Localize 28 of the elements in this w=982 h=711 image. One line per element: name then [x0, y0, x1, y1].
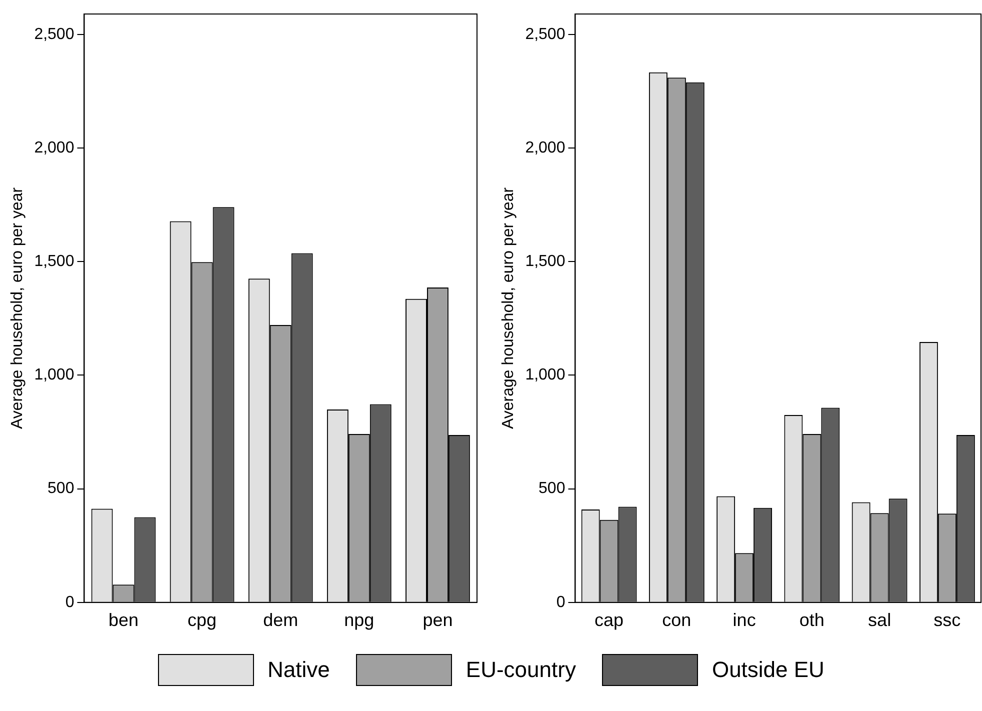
- x-tick-label: inc: [732, 610, 756, 630]
- y-tick-label: 2,500: [525, 26, 566, 43]
- x-tick-label: ben: [108, 610, 139, 630]
- legend-label: Outside EU: [712, 657, 824, 683]
- x-tick-label: oth: [799, 610, 824, 630]
- y-tick-label: 500: [48, 480, 74, 498]
- x-tick-label: npg: [344, 610, 374, 630]
- x-tick-label: dem: [263, 610, 298, 630]
- y-tick-label: 0: [556, 594, 566, 611]
- y-tick-label: 2,500: [34, 26, 74, 43]
- y-tick-label: 500: [538, 480, 566, 498]
- x-tick-label: cpg: [188, 610, 217, 630]
- x-tick-label: cap: [594, 610, 624, 630]
- y-tick-label: 1,000: [34, 366, 74, 384]
- legend-label: Native: [268, 657, 330, 683]
- y-tick-label: 2,000: [34, 139, 74, 156]
- x-tick-label: ssc: [934, 610, 961, 630]
- legend-label: EU-country: [466, 657, 576, 683]
- y-tick-label: 2,000: [525, 139, 566, 156]
- x-tick-label: con: [662, 610, 692, 630]
- x-tick-label: pen: [422, 610, 453, 630]
- y-axis-title: Average household, euro per year: [9, 186, 26, 430]
- y-tick-label: 1,500: [34, 253, 74, 270]
- y-tick-label: 1,500: [525, 253, 566, 270]
- y-axis-title: Average household, euro per year: [500, 186, 518, 430]
- y-tick-label: 1,000: [525, 366, 566, 384]
- x-tick-label: sal: [868, 610, 892, 630]
- y-tick-label: 0: [65, 594, 74, 611]
